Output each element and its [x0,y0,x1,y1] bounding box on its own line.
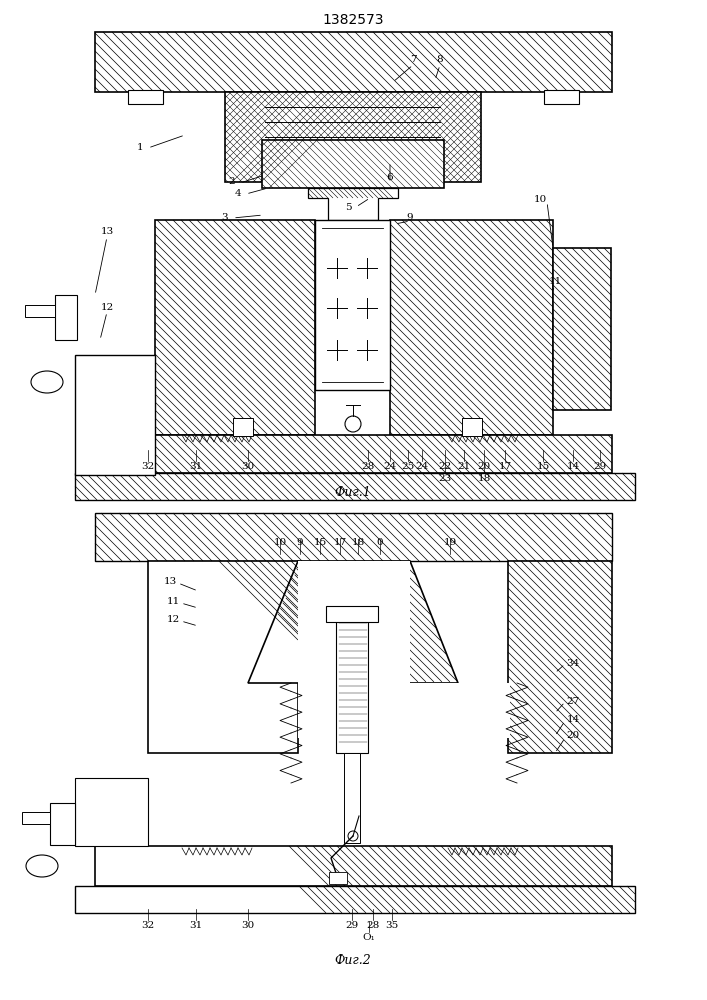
Bar [553,248,611,410]
Text: 35: 35 [385,921,399,930]
Text: 17: 17 [334,538,346,547]
Bar [344,753,360,843]
Bar [508,561,612,753]
Bar [329,872,347,884]
Polygon shape [315,220,390,390]
Text: Фиг.2: Фиг.2 [334,954,371,966]
Text: 24: 24 [416,462,428,471]
Text: 27: 27 [566,696,580,706]
Text: 5: 5 [345,204,351,213]
Bar [336,608,368,753]
Text: 12: 12 [100,302,114,312]
Text: 13: 13 [100,228,114,236]
Text: 30: 30 [241,462,255,471]
Bar [95,846,612,886]
Bar [544,90,579,104]
Text: 15: 15 [537,462,549,471]
Text: 23: 23 [438,474,452,483]
Bar [298,561,410,683]
Text: 10: 10 [274,538,286,547]
Text: O₁: O₁ [363,933,375,942]
Bar [390,220,553,435]
Bar [298,683,510,738]
Circle shape [345,416,361,432]
Text: 31: 31 [189,462,203,471]
Text: 24: 24 [383,462,397,471]
Ellipse shape [26,855,58,877]
Bar [22,812,50,824]
Text: 1382573: 1382573 [322,13,384,27]
Text: 11: 11 [166,596,180,605]
Bar [75,355,155,475]
Text: 18: 18 [477,474,491,483]
Bar [148,561,298,753]
Text: 14: 14 [566,716,580,724]
Text: 19: 19 [443,538,457,547]
Text: 10: 10 [533,196,547,205]
Text: 20: 20 [566,732,580,740]
Text: 21: 21 [457,462,471,471]
Bar [75,473,635,500]
Bar [55,295,77,340]
Text: 28: 28 [361,462,375,471]
Text: 14: 14 [566,462,580,471]
Text: 7: 7 [409,55,416,64]
Bar [462,418,482,436]
Text: 3: 3 [222,214,228,223]
Polygon shape [248,561,458,683]
Text: 20: 20 [477,462,491,471]
Text: 12: 12 [166,615,180,624]
Text: 2: 2 [228,178,235,186]
Bar [75,886,635,913]
Bar [50,803,75,845]
Bar [233,418,253,436]
Text: 13: 13 [163,576,177,585]
Text: 15: 15 [313,538,327,547]
Text: 6: 6 [387,174,393,182]
Text: 4: 4 [235,188,241,198]
Bar [155,220,315,435]
Text: 32: 32 [141,462,155,471]
Bar [75,778,148,846]
Bar [95,513,612,561]
Text: 8: 8 [437,55,443,64]
Bar [225,92,481,182]
Text: 29: 29 [346,921,358,930]
Text: 9: 9 [297,538,303,547]
Text: 32: 32 [141,921,155,930]
Text: 34: 34 [566,658,580,668]
Text: 18: 18 [351,538,365,547]
Ellipse shape [31,371,63,393]
Bar [95,435,612,473]
Bar [95,32,612,92]
Bar [128,90,163,104]
Text: 28: 28 [366,921,380,930]
Bar [262,140,444,188]
Text: 25: 25 [402,462,414,471]
Text: 9: 9 [407,213,414,222]
Text: 29: 29 [593,462,607,471]
Text: 30: 30 [241,921,255,930]
Circle shape [348,831,358,841]
Text: 17: 17 [498,462,512,471]
Text: 11: 11 [549,277,561,286]
Text: 22: 22 [438,462,452,471]
Text: Фиг.1: Фиг.1 [334,486,371,498]
Text: 1: 1 [136,143,144,152]
Polygon shape [308,188,398,220]
Text: 31: 31 [189,921,203,930]
Text: 0: 0 [377,538,383,547]
Bar [25,305,55,317]
Bar [326,606,378,622]
